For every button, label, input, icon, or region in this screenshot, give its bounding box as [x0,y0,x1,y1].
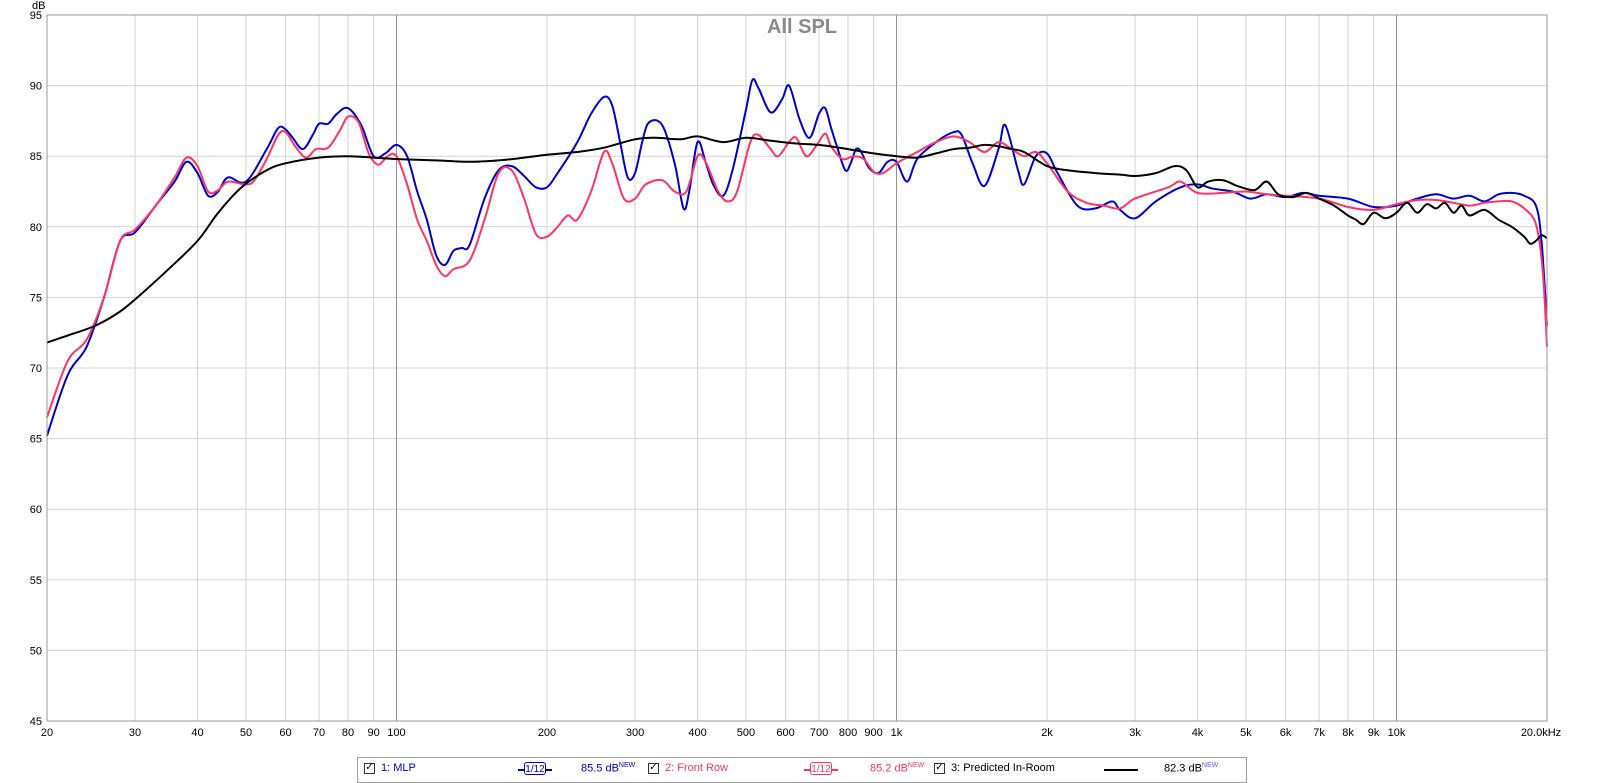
predicted-line-sample [1104,762,1138,777]
x-tick-label: 50 [240,727,252,739]
x-tick-label: 70 [313,727,325,739]
series-line-predicted [46,135,1548,344]
x-tick-label: 800 [839,727,857,739]
legend-item-predicted[interactable]: ✓ 3: Predicted In-Room [934,762,1055,774]
legend-item-mlp[interactable]: ✓ 1: MLP [364,762,416,774]
x-tick-label: 400 [688,727,706,739]
mlp-label: 1: MLP [381,762,416,774]
x-tick-label: 9k [1368,727,1380,739]
series-line-front-row [46,115,1548,418]
x-tick-label: 3k [1129,727,1141,739]
y-tick-label: 75 [30,292,42,304]
x-tick-label: 4k [1192,727,1204,739]
legend-bar: ✓ 1: MLP 1/12 85.5 dBNEW ✓ 2: Front Row … [357,757,1247,783]
mlp-smoothing-button[interactable]: 1/12 [518,762,552,777]
x-tick-label: 700 [810,727,828,739]
y-tick-label: 95 [30,10,42,22]
y-tick-label: 65 [30,434,42,446]
front-row-level: 85.2 dBNEW [870,762,924,775]
predicted-checkbox[interactable]: ✓ [934,762,945,774]
y-axis-ticks: 95 90 85 80 75 70 65 60 55 50 45 [30,10,42,728]
x-tick-label: 100 [387,727,405,739]
x-tick-label: 1k [891,727,903,739]
front-row-label: 2: Front Row [665,762,728,774]
y-unit-label: dB [32,0,45,12]
front-row-checkbox[interactable]: ✓ [648,762,659,774]
y-tick-label: 45 [30,716,42,728]
mlp-checkbox[interactable]: ✓ [364,762,375,774]
mlp-level-value: 85.5 dB [581,762,619,775]
x-tick-label: 20.0kHz [1521,727,1561,739]
x-tick-label: 80 [342,727,354,739]
x-tick-label: 5k [1240,727,1252,739]
spl-chart: All SPL dB 95 90 85 80 75 70 65 60 55 50 45 20 30 40… [30,0,1561,739]
front-row-smoothing-label: 1/12 [810,762,832,775]
x-tick-label: 40 [191,727,203,739]
x-tick-label: 300 [626,727,644,739]
plot-frame [46,14,1548,722]
x-axis-ticks: 20 30 40 50 60 70 80 90 100 200 300 400 500 600 700 800… [41,727,1561,739]
y-tick-label: 50 [30,645,42,657]
x-tick-label: 200 [538,727,556,739]
front-row-smoothing-button[interactable]: 1/12 [804,762,838,777]
front-row-new-badge: NEW [907,762,925,769]
predicted-level-value: 82.3 dB [1164,762,1202,775]
y-tick-label: 70 [30,363,42,375]
x-tick-label: 8k [1342,727,1354,739]
predicted-level: 82.3 dBNEW [1164,762,1218,775]
predicted-new-badge: NEW [1201,762,1219,769]
y-tick-label: 85 [30,151,42,163]
x-tick-label: 10k [1388,727,1406,739]
x-tick-label: 600 [776,727,794,739]
legend-item-front-row[interactable]: ✓ 2: Front Row [648,762,728,774]
series-line-mlp [46,78,1548,437]
mlp-smoothing-label: 1/12 [524,762,546,775]
predicted-label: 3: Predicted In-Room [951,762,1055,774]
y-tick-label: 60 [30,504,42,516]
mlp-new-badge: NEW [618,762,636,769]
x-tick-label: 2k [1041,727,1053,739]
x-tick-label: 900 [864,727,882,739]
x-tick-label: 20 [41,727,53,739]
x-tick-label: 90 [367,727,379,739]
chart-traces [46,78,1548,437]
chart-title: All SPL [767,16,837,38]
x-tick-label: 6k [1280,727,1292,739]
y-tick-label: 90 [30,81,42,93]
x-tick-label: 7k [1313,727,1325,739]
x-tick-label: 60 [279,727,291,739]
y-tick-label: 80 [30,222,42,234]
x-tick-label: 500 [737,727,755,739]
x-tick-label: 30 [129,727,141,739]
mlp-level: 85.5 dBNEW [581,762,635,775]
chart-grid [46,14,1548,722]
y-tick-label: 55 [30,575,42,587]
front-row-level-value: 85.2 dB [870,762,908,775]
